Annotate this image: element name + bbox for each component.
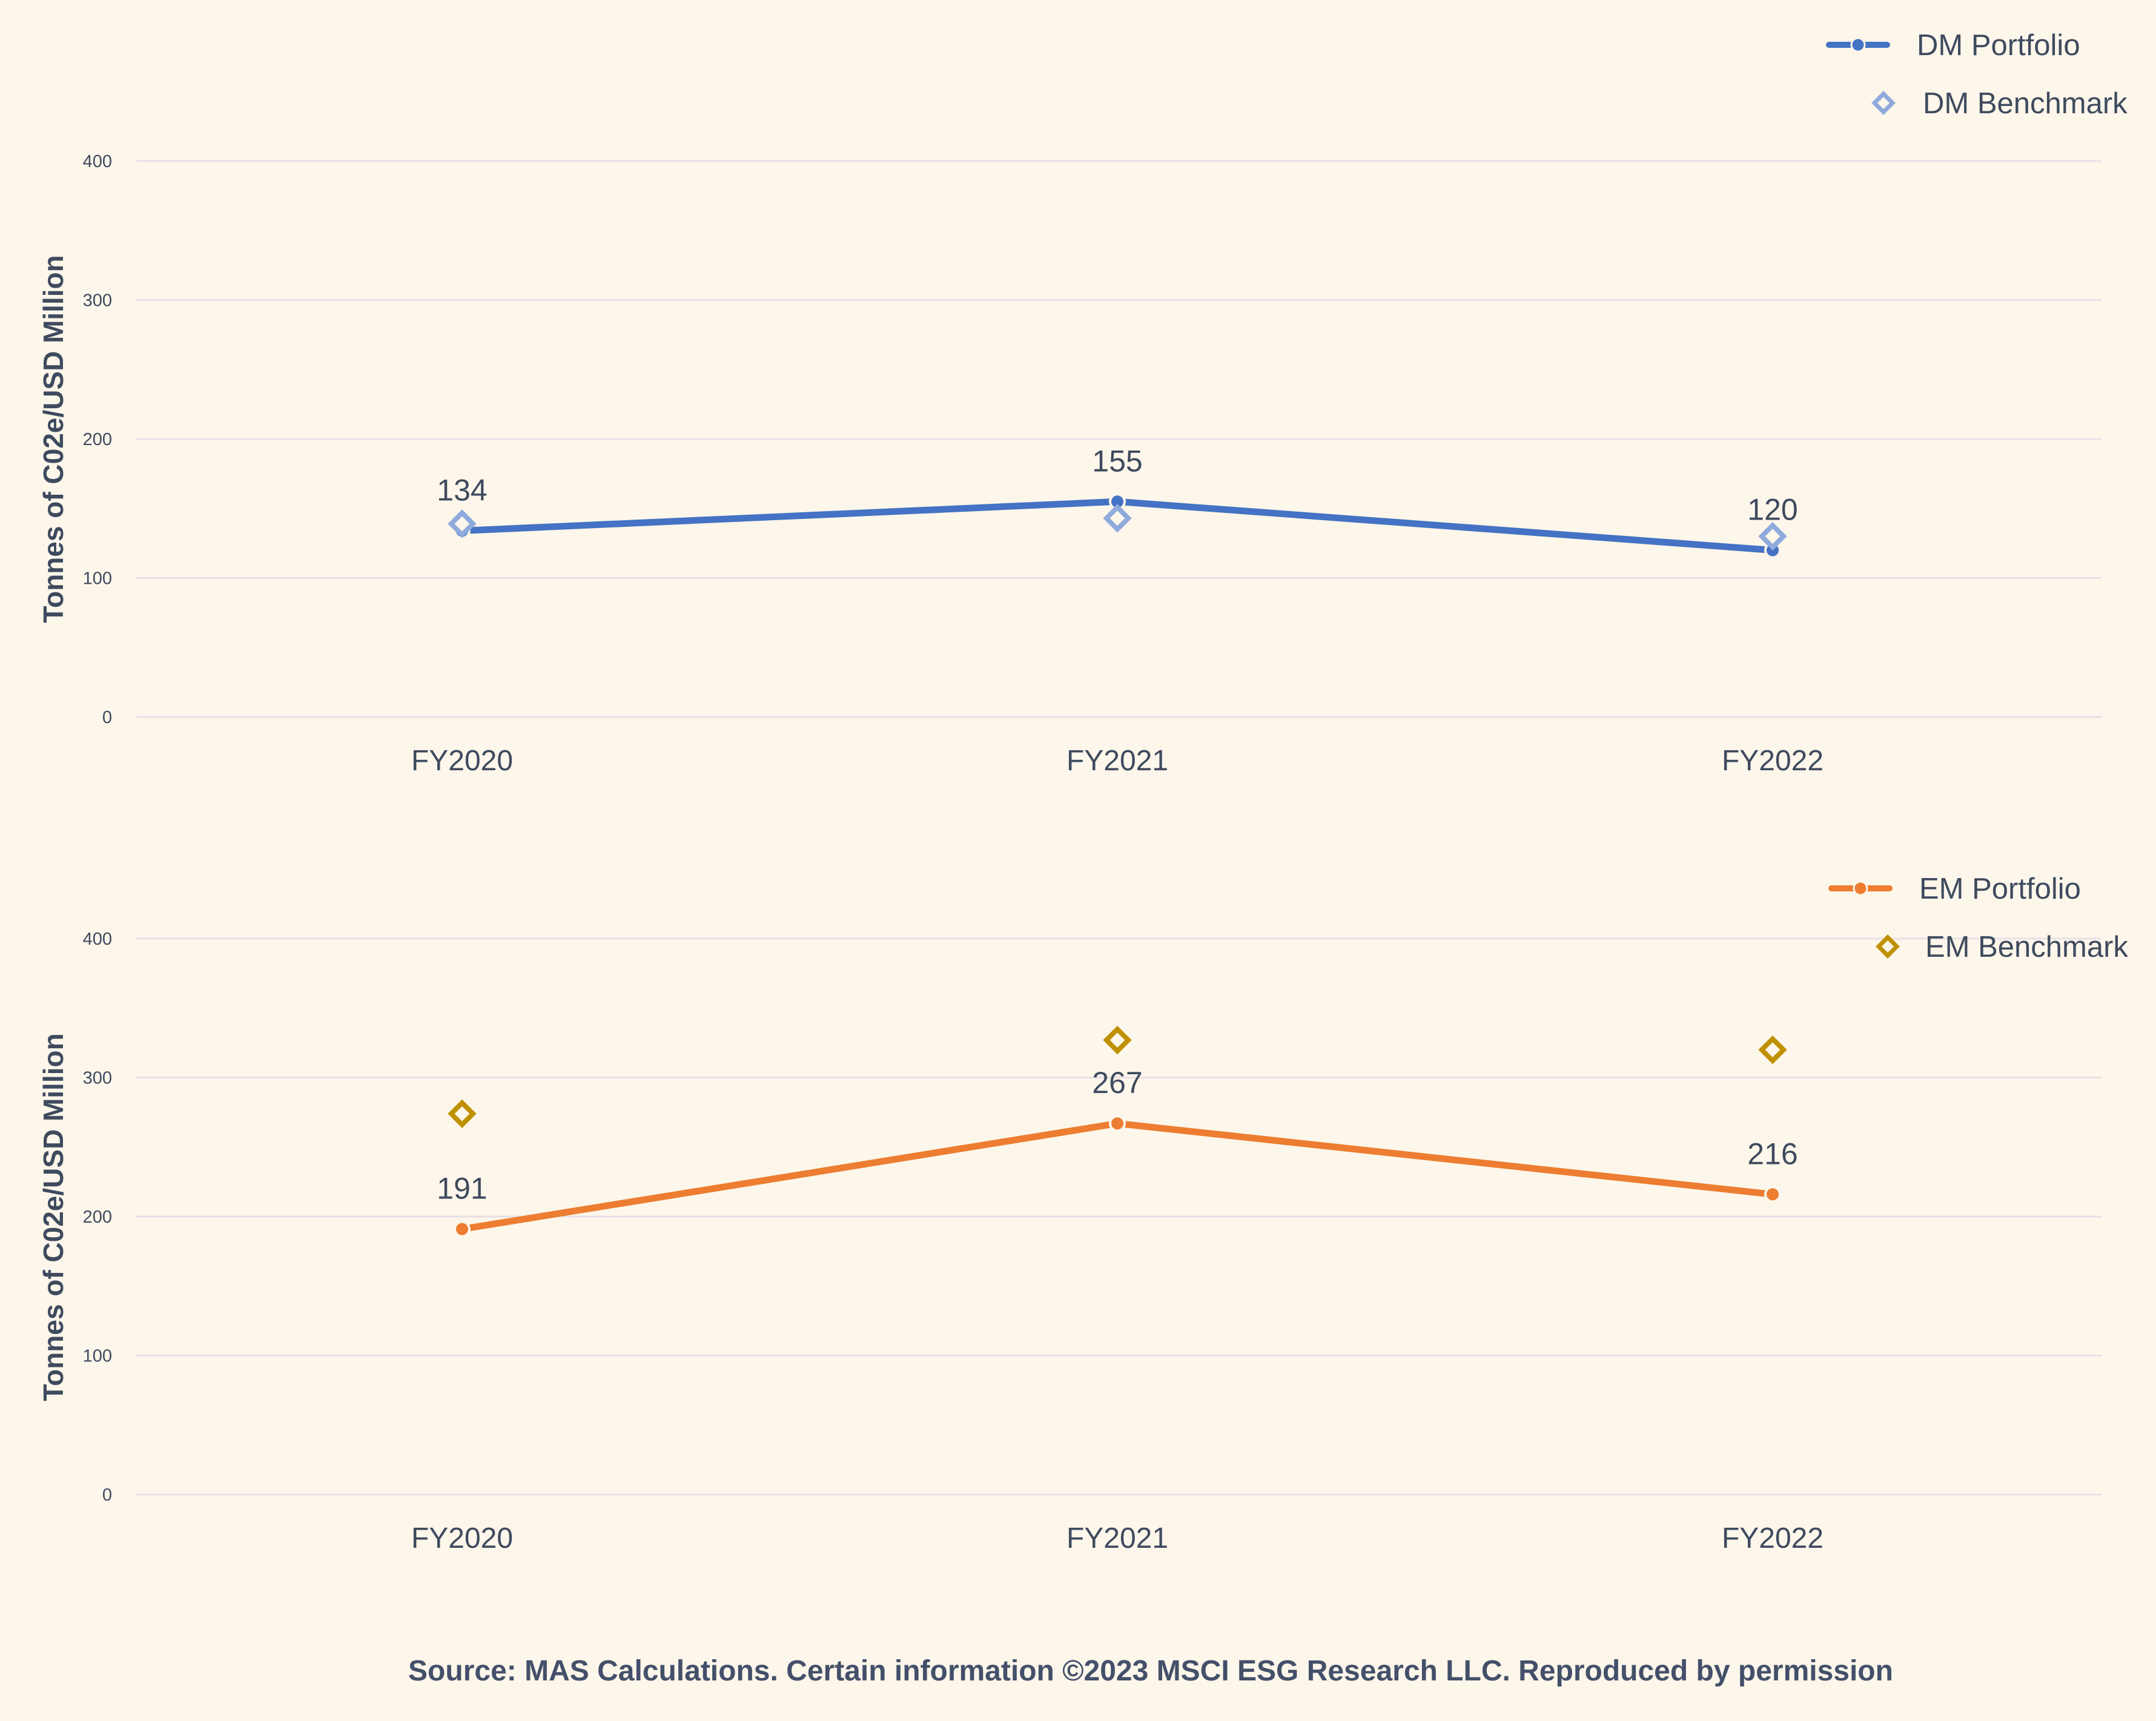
y-tick-label: 400 [83, 930, 112, 949]
y-axis-title: Tonnes of C02e/USD Million [38, 255, 69, 623]
benchmark-marker [1103, 1025, 1132, 1055]
data-label: 120 [1747, 493, 1797, 527]
data-label: 134 [437, 473, 487, 507]
data-point [454, 1220, 471, 1238]
legend-label: DM Benchmark [1923, 87, 2128, 120]
data-label: 191 [437, 1172, 487, 1206]
x-tick-label: FY2021 [1066, 745, 1168, 777]
y-tick-label: 400 [83, 152, 112, 171]
legend-point-symbol [1853, 880, 1868, 896]
y-tick-label: 300 [83, 291, 112, 311]
legend-marker-symbol [1871, 91, 1896, 115]
y-tick-label: 300 [83, 1069, 112, 1088]
x-tick-label: FY2022 [1722, 1522, 1824, 1554]
data-label: 216 [1747, 1137, 1797, 1171]
x-tick-label: FY2021 [1066, 1522, 1168, 1554]
y-tick-label: 0 [102, 708, 112, 727]
benchmark-marker [448, 509, 477, 538]
source-note: Source: MAS Calculations. Certain inform… [408, 1655, 1893, 1687]
legend-point-symbol [1850, 37, 1866, 53]
data-label: 155 [1092, 444, 1142, 478]
data-label: 267 [1092, 1066, 1142, 1100]
legend-label: EM Benchmark [1925, 931, 2128, 963]
benchmark-marker [448, 1099, 477, 1128]
x-tick-label: FY2022 [1722, 745, 1824, 777]
dm-chart: 0 100 200 300 400 Tonnes of C02e/USD Million F… [38, 29, 2128, 777]
y-tick-label: 0 [102, 1485, 112, 1505]
x-tick-label: FY2020 [411, 745, 513, 777]
benchmark-marker [1758, 521, 1787, 551]
y-tick-label: 100 [83, 1347, 112, 1366]
data-point [1764, 1186, 1781, 1203]
benchmark-marker [1758, 1035, 1787, 1065]
x-tick-label: FY2020 [411, 1522, 513, 1554]
y-tick-label: 100 [83, 569, 112, 589]
legend-label: DM Portfolio [1917, 29, 2080, 62]
y-axis-title: Tonnes of C02e/USD Million [38, 1033, 69, 1401]
data-point [1109, 1115, 1126, 1132]
legend-marker-symbol [1876, 934, 1900, 959]
y-tick-label: 200 [83, 430, 112, 449]
benchmark-marker [1103, 504, 1132, 533]
em-chart: 0 100 200 300 400 Tonnes of C02e/USD Million F… [38, 873, 2128, 1554]
legend-label: EM Portfolio [1919, 873, 2081, 905]
y-tick-label: 200 [83, 1207, 112, 1227]
